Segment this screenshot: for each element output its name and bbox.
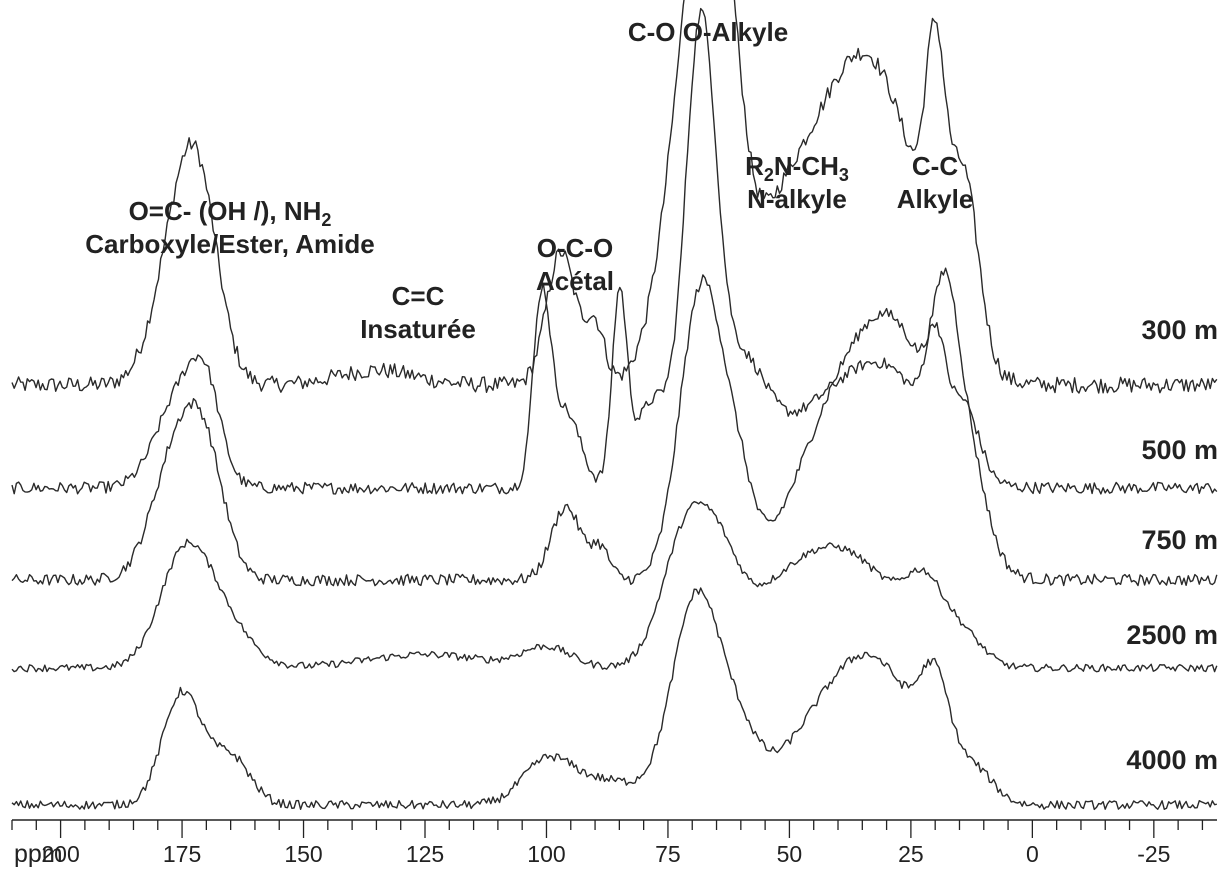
spectrum-line-300m — [11, 0, 1218, 394]
spectrum-line-500m — [11, 7, 1218, 495]
x-tick-label: 25 — [898, 841, 924, 867]
x-axis-label: ppm — [14, 840, 63, 868]
x-tick-label: -25 — [1137, 841, 1170, 867]
x-tick-label: 100 — [527, 841, 565, 867]
spectrum-line-4000m — [11, 587, 1217, 811]
series-label: 300 m — [1141, 315, 1218, 345]
annotation-insaturee: C=C Insaturée — [360, 281, 476, 344]
x-axis-ticks: 200 175 150 125 100 75 50 25 0 -25 — [11, 820, 1204, 867]
x-tick-label: 0 — [1026, 841, 1039, 867]
spectra-group — [11, 0, 1218, 811]
annotation-acetal: O-C-O Acétal — [535, 233, 615, 296]
x-tick-label: 50 — [777, 841, 803, 867]
x-tick-label: 200 — [41, 841, 79, 867]
x-tick-label: 150 — [284, 841, 322, 867]
spectrum-line-750m — [11, 267, 1218, 587]
series-label: 2500 m — [1126, 620, 1218, 650]
x-axis: 200 175 150 125 100 75 50 25 0 -25 ppm — [11, 819, 1217, 868]
annotation-n-alkyle: R2N-CH3 N-alkyle — [745, 151, 849, 214]
series-label: 4000 m — [1126, 745, 1218, 775]
annotation-carboxyle: O=C- (OH /), NH2 Carboxyle/Ester, Amide — [85, 196, 375, 259]
spectrum-line-2500m — [11, 501, 1218, 673]
x-tick-label: 75 — [655, 841, 681, 867]
annotation-alkyle: C-C Alkyle — [896, 151, 974, 214]
x-tick-label: 175 — [163, 841, 201, 867]
annotation-o-alkyle: C-O O-Alkyle — [627, 17, 789, 47]
series-label: 500 m — [1141, 435, 1218, 465]
x-tick-label: 125 — [406, 841, 444, 867]
series-label: 750 m — [1141, 525, 1218, 555]
